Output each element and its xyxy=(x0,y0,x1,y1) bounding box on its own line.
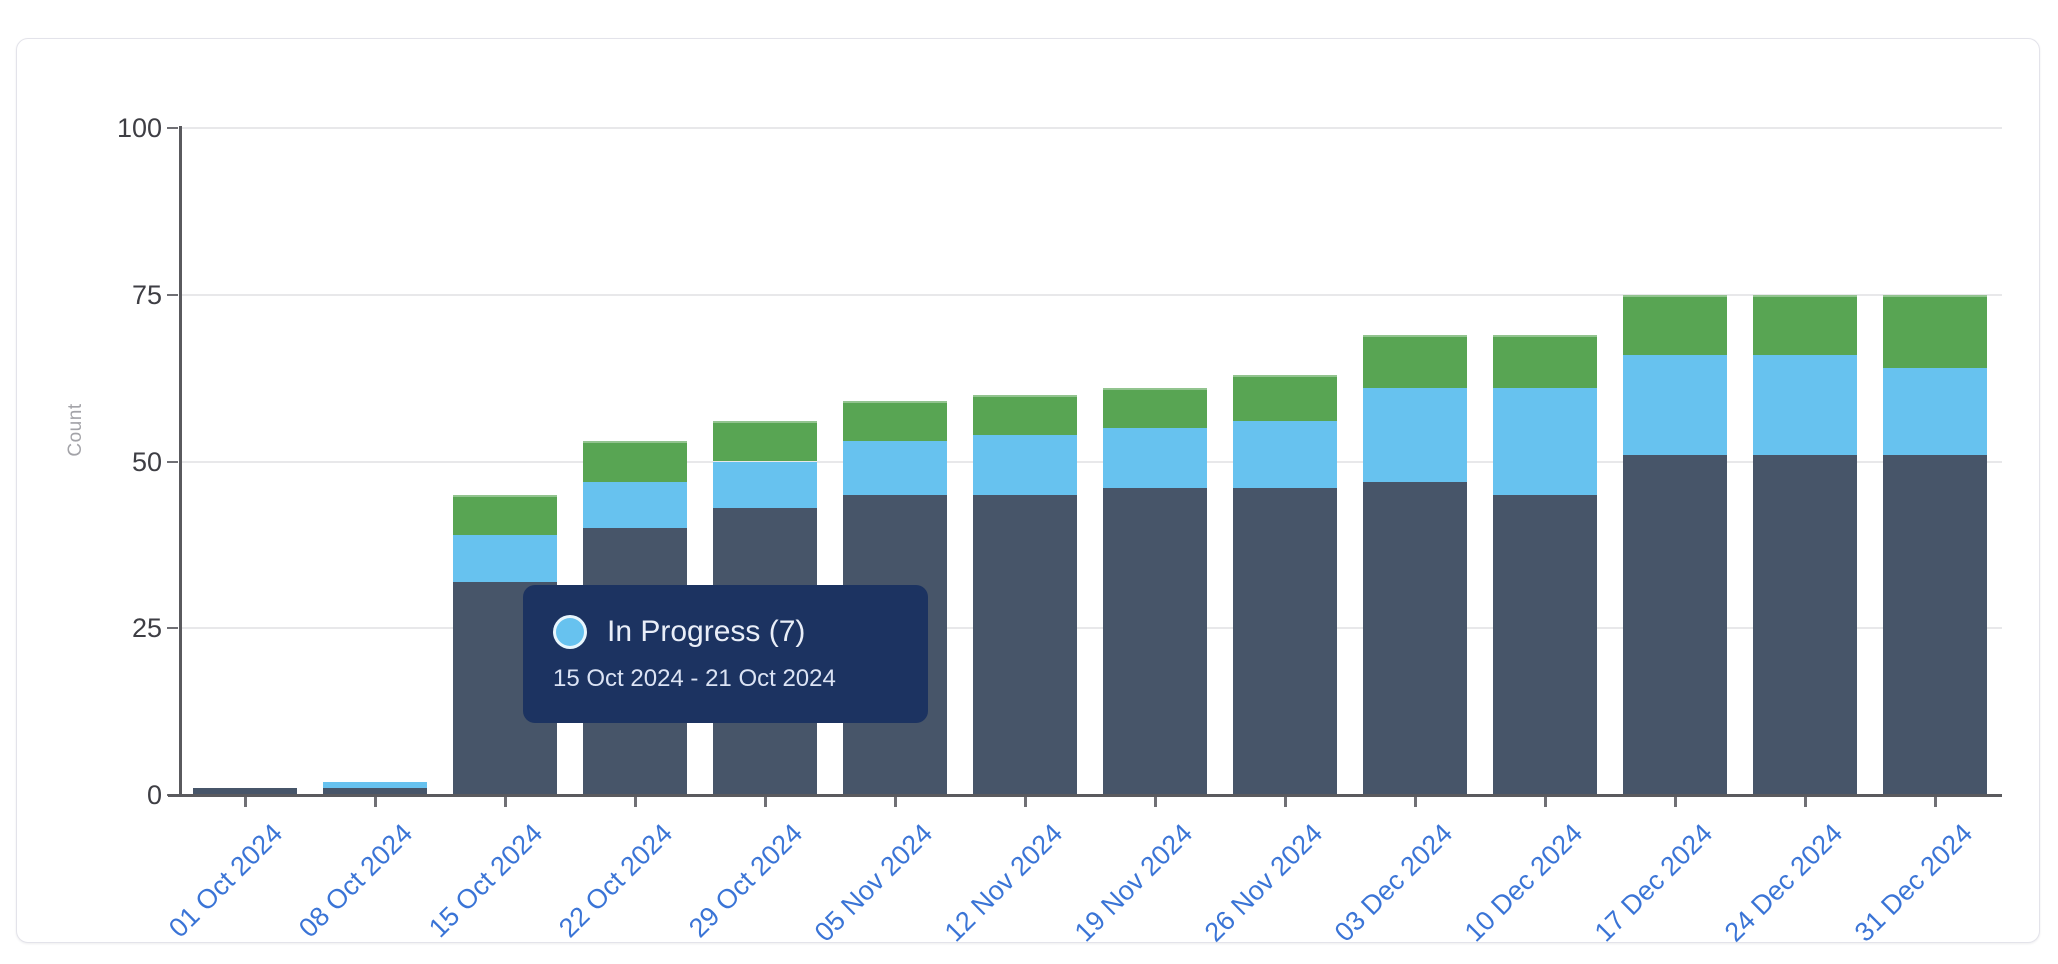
bar-segment-green[interactable] xyxy=(973,394,1077,435)
y-tick-mark xyxy=(167,127,178,129)
bar-segment-dark[interactable] xyxy=(1493,494,1597,795)
y-tick-mark xyxy=(167,460,178,463)
bar-segment-green[interactable] xyxy=(1363,334,1467,389)
bar-segment-green[interactable] xyxy=(1753,294,1857,355)
gridline xyxy=(180,627,2002,630)
y-tick-label: 75 xyxy=(131,279,162,310)
bar-segment-green[interactable] xyxy=(713,421,817,462)
bar-segment-light-blue[interactable] xyxy=(1623,354,1727,455)
y-tick-label: 0 xyxy=(146,780,162,810)
tooltip-header: In Progress (7) xyxy=(553,615,898,649)
x-tick-mark xyxy=(634,797,637,807)
x-tick-mark xyxy=(1284,797,1287,807)
bar-segment-green[interactable] xyxy=(1233,374,1337,422)
y-tick-label: 50 xyxy=(131,446,162,477)
tooltip: In Progress (7) 15 Oct 2024 - 21 Oct 202… xyxy=(523,585,928,723)
bar-segment-light-blue[interactable] xyxy=(453,534,557,582)
y-tick-label: 25 xyxy=(131,613,162,644)
bar-segment-green[interactable] xyxy=(453,494,557,535)
x-tick-mark xyxy=(894,797,897,807)
bar-segment-green[interactable] xyxy=(843,401,947,442)
bar-segment-light-blue[interactable] xyxy=(1103,428,1207,489)
bar-segment-dark[interactable] xyxy=(1753,454,1857,795)
bar-segment-light-blue[interactable] xyxy=(1493,388,1597,495)
tooltip-series-marker-icon xyxy=(553,615,587,649)
bar-segment-dark[interactable] xyxy=(1363,481,1467,795)
x-tick-mark xyxy=(1544,797,1547,807)
x-axis-line xyxy=(168,794,2002,797)
x-tick-mark xyxy=(244,797,247,807)
bar-segment-light-blue[interactable] xyxy=(1233,421,1337,489)
gridline xyxy=(180,293,2002,296)
bar-segment-light-blue[interactable] xyxy=(323,781,427,789)
tooltip-label: In Progress (7) xyxy=(607,615,806,648)
x-tick-mark xyxy=(1154,797,1157,807)
bar-segment-dark[interactable] xyxy=(973,494,1077,795)
bar-segment-green[interactable] xyxy=(583,441,687,482)
bar-segment-green[interactable] xyxy=(1103,388,1207,429)
bar-segment-light-blue[interactable] xyxy=(583,481,687,529)
gridline xyxy=(180,460,2002,463)
x-tick-mark xyxy=(504,797,507,807)
y-tick-mark xyxy=(167,293,178,296)
bar-segment-light-blue[interactable] xyxy=(1363,388,1467,482)
bar-segment-green[interactable] xyxy=(1493,334,1597,389)
bar-segment-green[interactable] xyxy=(1623,294,1727,355)
y-axis-line xyxy=(179,126,182,797)
bar-segment-dark[interactable] xyxy=(1883,454,1987,795)
y-tick-mark xyxy=(167,627,178,630)
y-tick-label: 100 xyxy=(116,113,162,143)
bar-segment-light-blue[interactable] xyxy=(713,461,817,509)
bar-segment-dark[interactable] xyxy=(323,788,427,795)
x-tick-mark xyxy=(1804,797,1807,807)
x-tick-mark xyxy=(1674,797,1677,807)
x-tick-mark xyxy=(764,797,767,807)
x-tick-mark xyxy=(1934,797,1937,807)
bar-segment-light-blue[interactable] xyxy=(843,441,947,495)
bar-segment-light-blue[interactable] xyxy=(973,434,1077,495)
x-tick-mark xyxy=(1414,797,1417,807)
bar-segment-green[interactable] xyxy=(1883,294,1987,369)
gridline xyxy=(180,127,2002,129)
x-tick-mark xyxy=(374,797,377,807)
tooltip-date-range: 15 Oct 2024 - 21 Oct 2024 xyxy=(553,665,836,692)
bar-segment-light-blue[interactable] xyxy=(1753,354,1857,455)
bar-segment-dark[interactable] xyxy=(1233,488,1337,795)
x-tick-mark xyxy=(1024,797,1027,807)
bar-segment-dark[interactable] xyxy=(193,788,297,795)
bar-segment-light-blue[interactable] xyxy=(1883,368,1987,455)
bar-segment-dark[interactable] xyxy=(1103,488,1207,795)
x-axis-label: 01 Oct 2024 xyxy=(162,818,289,944)
bar-segment-dark[interactable] xyxy=(1623,454,1727,795)
